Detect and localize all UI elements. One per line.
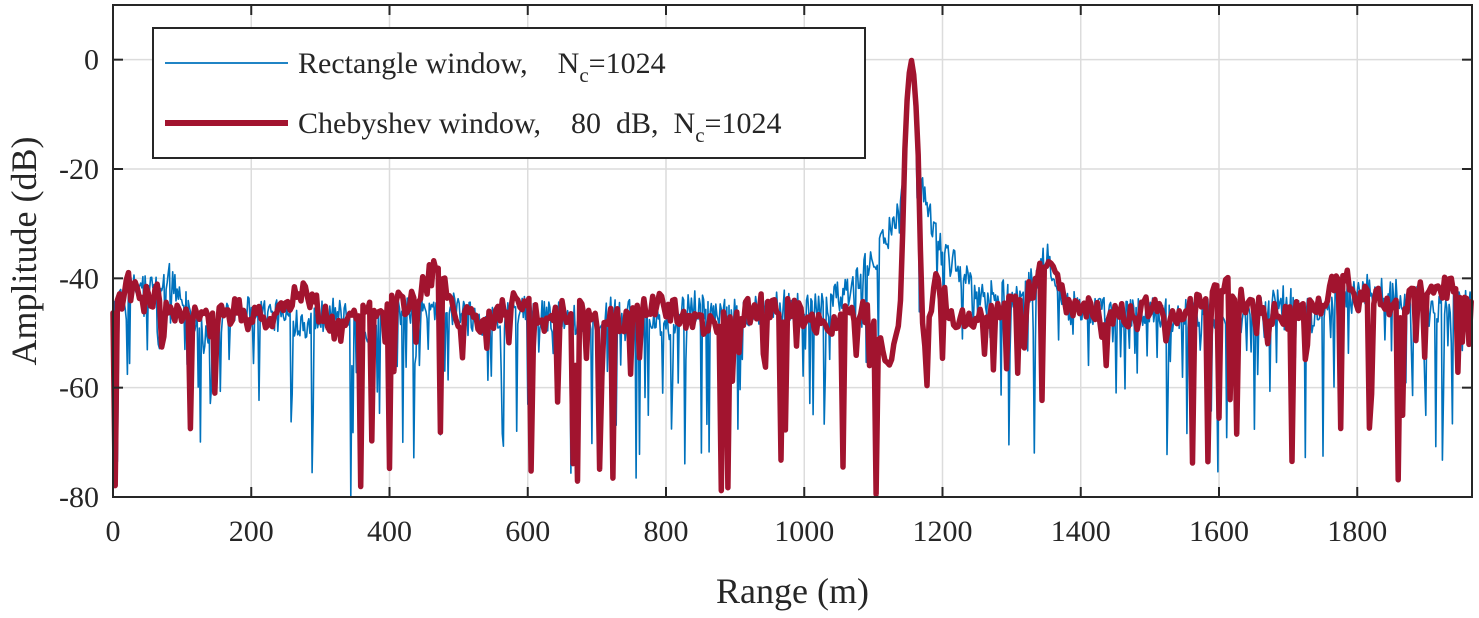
x-tick-label: 1000 — [774, 515, 834, 548]
x-tick-label: 1400 — [1051, 515, 1111, 548]
legend-label: Chebyshev window, 80 dB, Nc=1024 — [298, 107, 781, 147]
x-tick-label: 400 — [367, 515, 412, 548]
axes: 0 200 400 600 800 1000 1200 1400 1600 1800 -80 -60 -… — [59, 4, 1473, 548]
legend-label-main: Rectangle window, N — [298, 47, 579, 80]
x-tick-label: 1800 — [1327, 515, 1387, 548]
y-tick-label: 0 — [84, 44, 99, 77]
x-tick-label: 1600 — [1189, 515, 1249, 548]
plot-area — [110, 57, 1474, 498]
x-tick-label: 600 — [505, 515, 550, 548]
x-tick-label: 200 — [229, 515, 274, 548]
y-tick-label: -60 — [59, 372, 99, 405]
axes-frame — [112, 4, 1473, 498]
legend-label: Rectangle window, Nc=1024 — [298, 47, 666, 87]
x-tick-label: 1200 — [913, 515, 973, 548]
legend-label-value: =1024 — [589, 47, 666, 80]
legend-label-subscript: c — [579, 63, 588, 87]
x-tick-label: 0 — [106, 515, 121, 548]
series-line-chebyshev — [110, 57, 1474, 497]
y-tick-label: -80 — [59, 481, 99, 514]
y-axis-title: Amplitude (dB) — [4, 137, 44, 366]
legend-label-value: =1024 — [705, 107, 782, 140]
y-tick-label: -20 — [59, 153, 99, 186]
x-axis-title: Range (m) — [716, 571, 869, 611]
legend-box — [152, 27, 866, 159]
x-tick-label: 800 — [644, 515, 689, 548]
legend-label-subscript: c — [695, 123, 704, 147]
y-tick-label: -40 — [59, 262, 99, 295]
legend-label-main: Chebyshev window, 80 dB, N — [298, 107, 695, 140]
